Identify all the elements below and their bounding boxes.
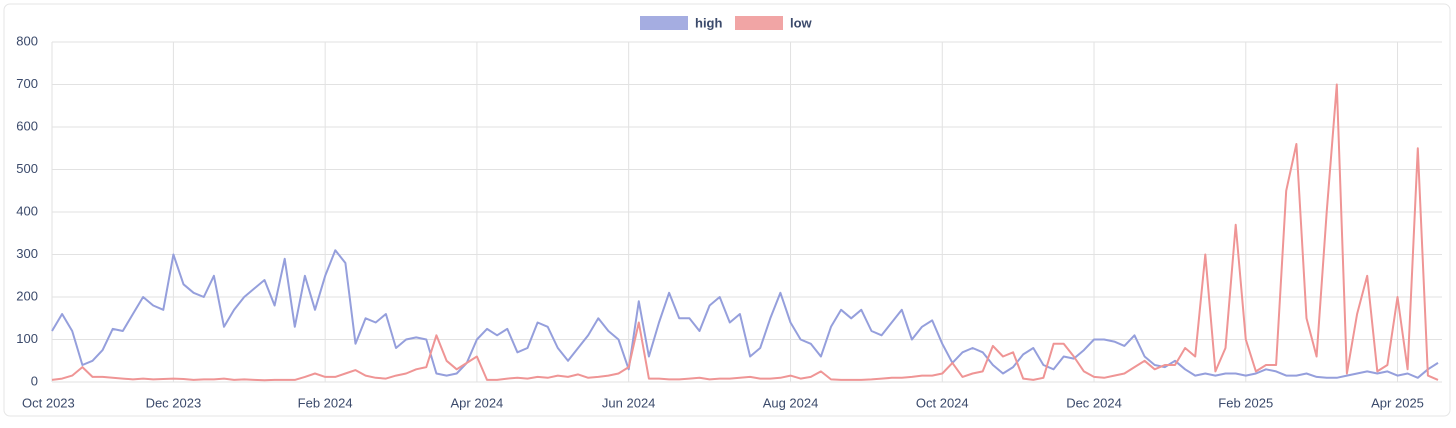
y-tick-label: 300 [16,246,38,261]
x-tick-label: Aug 2024 [763,395,819,410]
x-tick-label: Dec 2023 [146,395,202,410]
x-tick-label: Feb 2025 [1218,395,1273,410]
y-tick-label: 500 [16,161,38,176]
y-tick-label: 600 [16,118,38,133]
x-tick-label: Jun 2024 [602,395,656,410]
y-tick-label: 100 [16,331,38,346]
y-tick-label: 0 [31,373,38,388]
x-tick-label: Oct 2023 [22,395,75,410]
x-tick-label: Dec 2024 [1066,395,1122,410]
x-tick-label: Oct 2024 [916,395,969,410]
y-tick-label: 700 [16,76,38,91]
card [3,3,1451,417]
line [51,249,1439,379]
legend-label: high [695,15,722,30]
x-tick-label: Apr 2024 [451,395,504,410]
y-tick-label: 800 [16,33,38,48]
x-tick-label: Apr 2025 [1371,395,1424,410]
x-tick-label: Feb 2024 [298,395,353,410]
legend-swatch [640,16,688,30]
legend-swatch [735,16,783,30]
legend: high low [640,15,813,30]
line [51,83,1439,382]
legend-label: low [790,15,813,30]
y-tick-label: 200 [16,288,38,303]
y-tick-label: 400 [16,203,38,218]
